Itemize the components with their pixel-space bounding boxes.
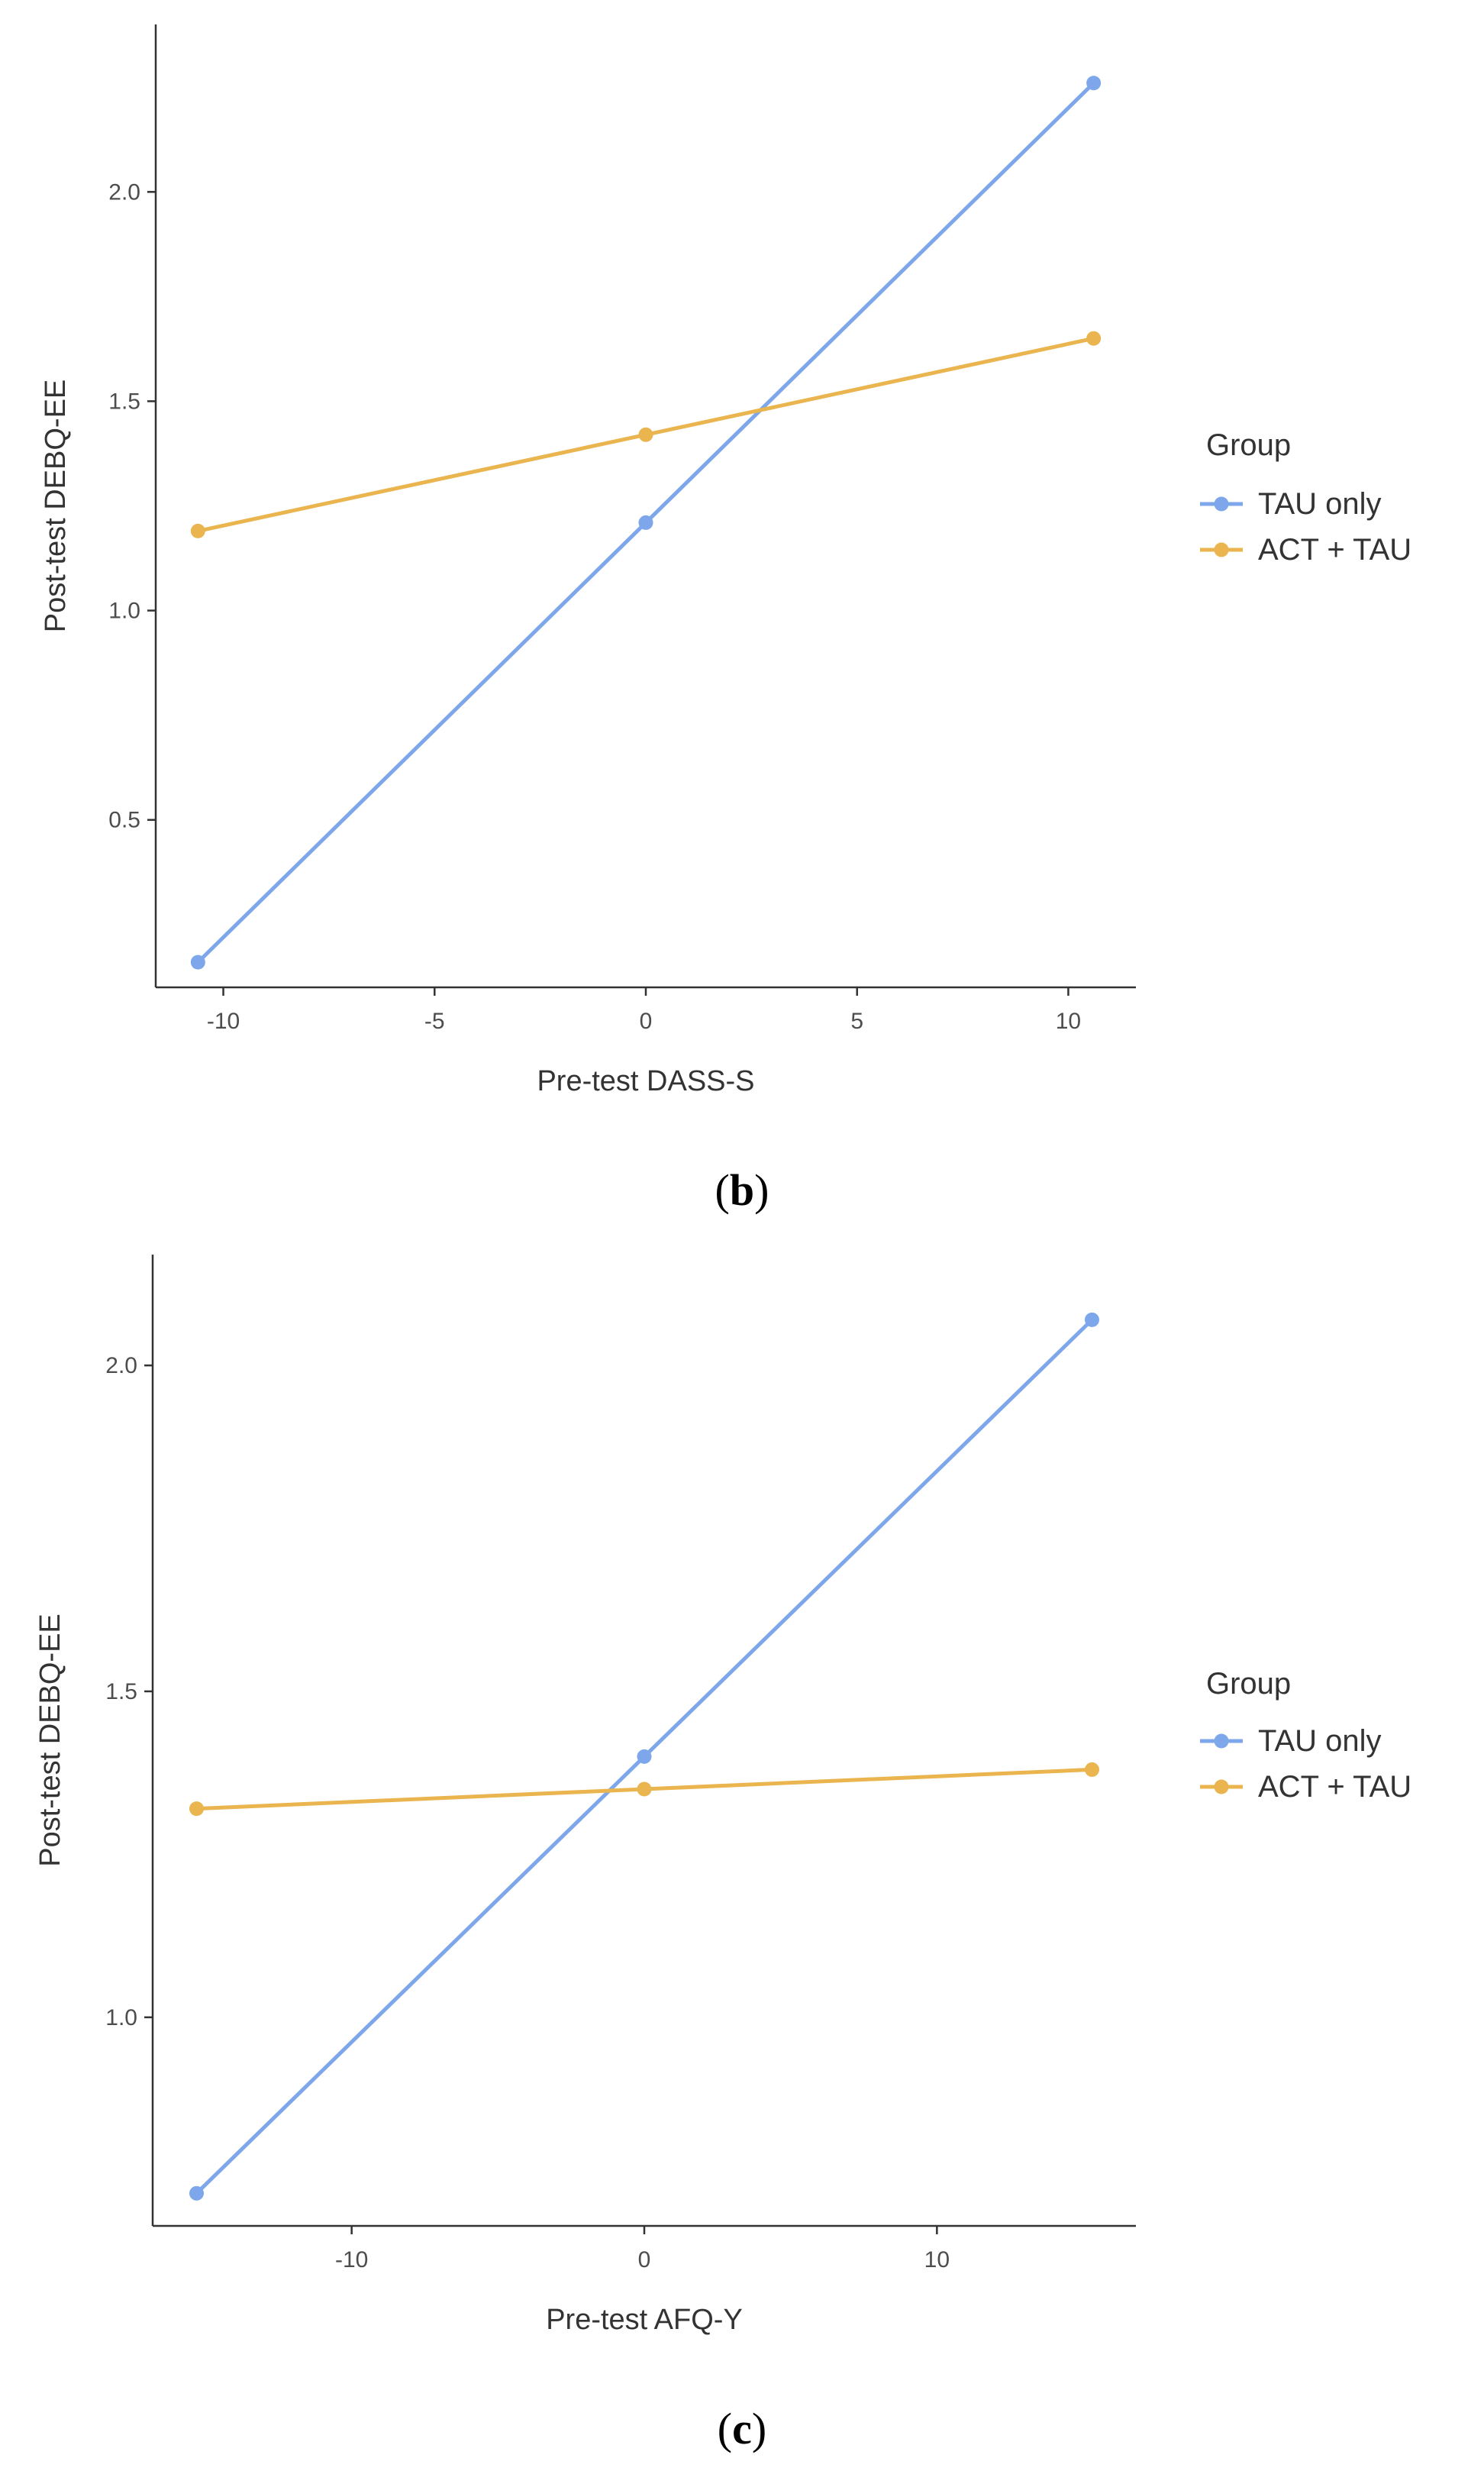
caption-close-paren: ) bbox=[752, 2404, 766, 2453]
x-axis-title: Pre-test DASS-S bbox=[537, 1065, 754, 1097]
caption-letter: b bbox=[730, 1165, 754, 1215]
data-point-act-tau bbox=[638, 427, 653, 442]
x-tick-label: -5 bbox=[424, 1009, 445, 1034]
panel-caption: (b) bbox=[715, 1165, 769, 1215]
caption-close-paren: ) bbox=[754, 1165, 769, 1215]
data-point-act-tau bbox=[190, 523, 205, 538]
legend-swatch-point bbox=[1214, 1733, 1229, 1749]
y-tick-label: 1.5 bbox=[108, 389, 140, 414]
data-point-tau-only bbox=[1086, 76, 1102, 91]
data-point-tau-only bbox=[638, 515, 653, 530]
legend-item-act-tau: ACT + TAU bbox=[1200, 533, 1411, 567]
x-tick-label: -10 bbox=[207, 1009, 240, 1034]
caption-open-paren: ( bbox=[715, 1165, 730, 1215]
y-tick-label: 2.0 bbox=[108, 179, 140, 205]
legend-swatch-point bbox=[1214, 496, 1229, 512]
x-tick-label: -10 bbox=[335, 2247, 368, 2272]
legend: Group TAU only ACT + TAU bbox=[1200, 428, 1411, 567]
y-tick-label: 1.5 bbox=[105, 1679, 137, 1704]
legend-label: ACT + TAU bbox=[1258, 1770, 1411, 1804]
legend-item-tau-only: TAU only bbox=[1200, 1724, 1382, 1758]
y-tick-label: 0.5 bbox=[108, 808, 140, 833]
legend-swatch-point bbox=[1214, 542, 1229, 557]
legend: Group TAU only ACT + TAU bbox=[1200, 1667, 1411, 1804]
x-tick-label: 0 bbox=[640, 1009, 653, 1034]
data-point-act-tau bbox=[1085, 1762, 1099, 1777]
data-point-tau-only bbox=[637, 1749, 652, 1764]
legend-swatch-point bbox=[1214, 1779, 1229, 1794]
data-point-act-tau bbox=[1086, 331, 1102, 346]
legend-label: TAU only bbox=[1258, 487, 1382, 521]
panel-caption: (c) bbox=[718, 2404, 766, 2453]
y-tick-label: 2.0 bbox=[105, 1353, 137, 1378]
x-axis-title: Pre-test AFQ-Y bbox=[546, 2304, 743, 2336]
x-tick-label: 0 bbox=[638, 2247, 651, 2272]
y-tick-label: 1.0 bbox=[105, 2005, 137, 2030]
data-point-tau-only bbox=[189, 2185, 204, 2201]
data-point-act-tau bbox=[189, 1801, 204, 1817]
caption-open-paren: ( bbox=[718, 2404, 732, 2453]
legend-item-tau-only: TAU only bbox=[1200, 487, 1382, 521]
caption-letter: c bbox=[732, 2404, 752, 2453]
legend-label: ACT + TAU bbox=[1258, 533, 1411, 567]
y-axis-title: Post-test DEBQ-EE bbox=[40, 380, 72, 633]
data-point-tau-only bbox=[1085, 1312, 1099, 1327]
x-tick-label: 5 bbox=[850, 1009, 863, 1034]
x-tick-label: 10 bbox=[924, 2247, 950, 2272]
y-tick-label: 1.0 bbox=[108, 599, 140, 624]
legend-item-act-tau: ACT + TAU bbox=[1200, 1770, 1411, 1804]
legend-label: TAU only bbox=[1258, 1724, 1382, 1758]
chart-panel-c: -10 0 10 1.0 1.5 2.0 Pre-test AFQ-Y Post-test D… bbox=[34, 1255, 1411, 2453]
chart-panel-b: -10 -5 0 5 10 0.5 1.0 1.5 2.0 Pre-test DASS-S Post… bbox=[40, 24, 1411, 1215]
data-point-tau-only bbox=[190, 955, 205, 970]
y-axis-title: Post-test DEBQ-EE bbox=[34, 1613, 66, 1867]
data-point-act-tau bbox=[637, 1781, 652, 1797]
legend-title: Group bbox=[1206, 428, 1291, 462]
x-tick-label: 10 bbox=[1056, 1009, 1081, 1034]
legend-title: Group bbox=[1206, 1667, 1291, 1701]
